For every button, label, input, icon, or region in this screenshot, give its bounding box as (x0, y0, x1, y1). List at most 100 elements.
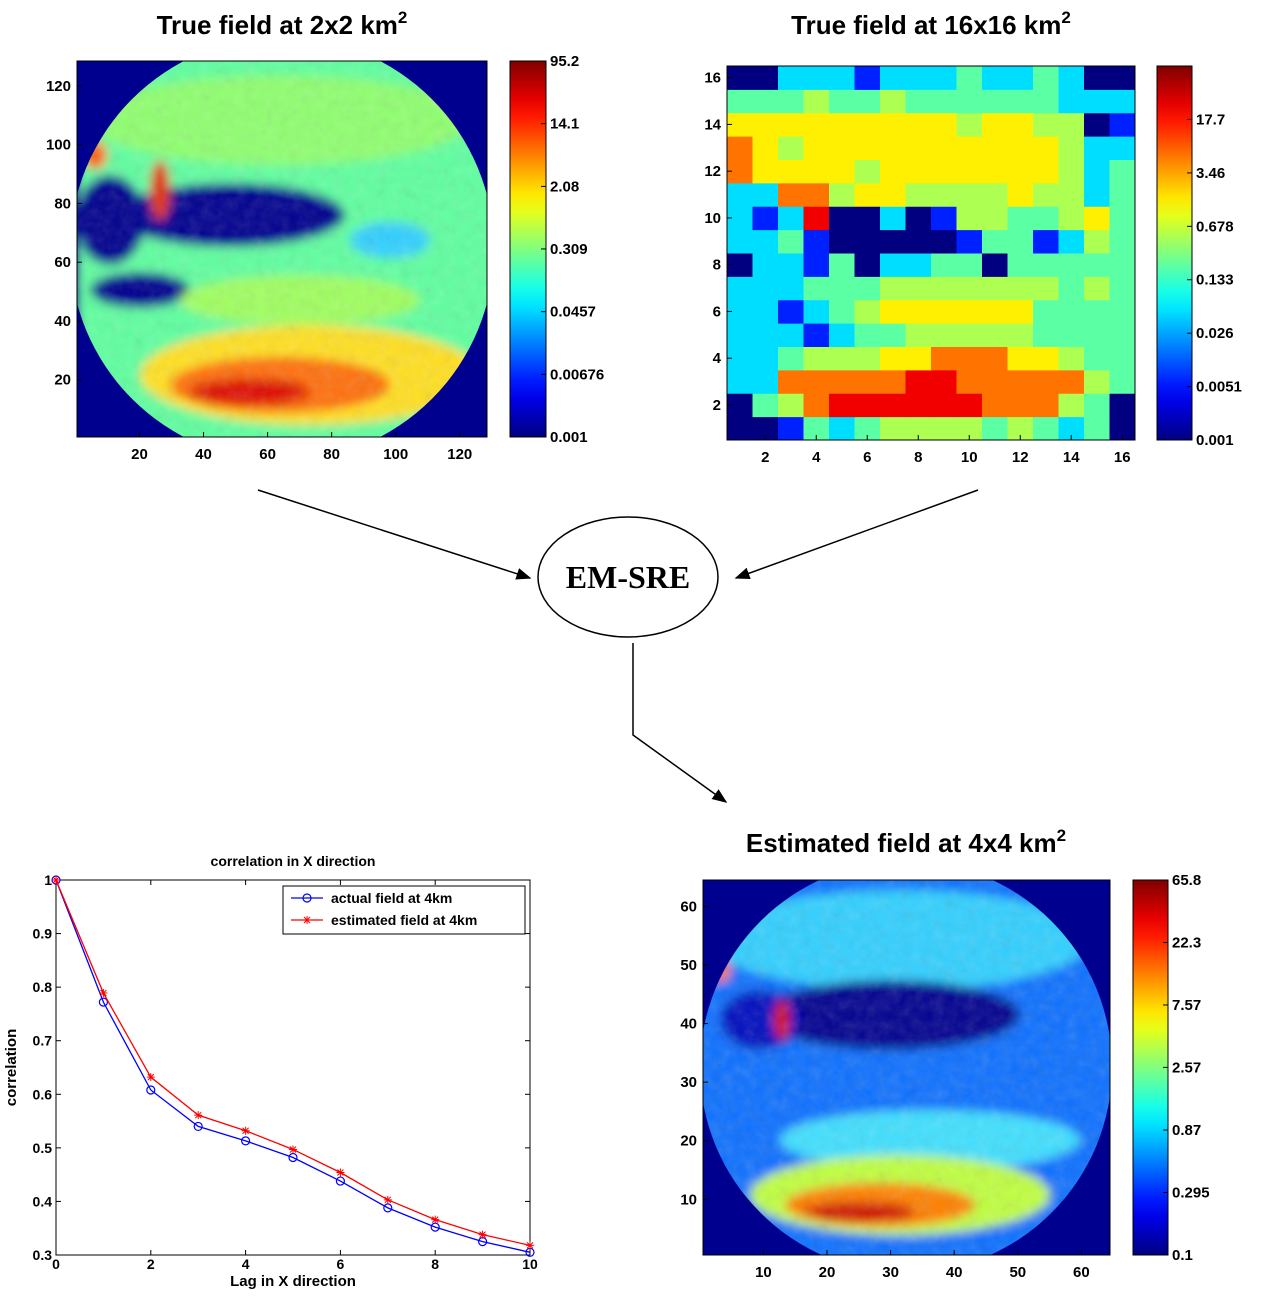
heatmap-cell (752, 159, 779, 184)
heatmap-cell (880, 182, 906, 207)
heatmap-cell (982, 66, 1008, 90)
x-tick-label: 4 (812, 449, 821, 466)
heatmap-cell (1033, 323, 1059, 347)
heatmap-cell (854, 89, 881, 114)
x-tick-label: 6 (863, 449, 871, 466)
y-tick-label: 40 (54, 313, 71, 330)
title-text: True field at 2x2 km (157, 10, 398, 40)
x-tick-label: 14 (1063, 449, 1080, 466)
heatmap-cell (829, 159, 855, 184)
colorbar-tick-label: 0.133 (1196, 272, 1234, 289)
y-tick-label: 120 (46, 78, 71, 95)
heatmap-cell (1109, 393, 1136, 418)
y-tick-label: 12 (704, 163, 721, 180)
heatmap-cell (1084, 136, 1110, 160)
x-tick-label: 10 (522, 1256, 538, 1272)
heatmap-cell (727, 66, 753, 90)
colorbar-tick-label: 0.678 (1196, 218, 1234, 235)
heatmap-cell (803, 323, 830, 347)
y-axis-label: correlation (3, 1029, 20, 1107)
x-tick-label: 60 (259, 446, 276, 463)
y-tick-label: 60 (54, 254, 71, 271)
heatmap-cell (982, 393, 1008, 418)
heatmap-cell (1007, 393, 1034, 418)
heatmap-cell (778, 299, 804, 324)
heatmap-cell (752, 182, 779, 207)
y-tick-label: 0.8 (33, 979, 53, 995)
plot-frame (702, 879, 1111, 1256)
heatmap-cell (1058, 393, 1085, 418)
heatmap-cell (982, 416, 1008, 441)
heatmap-cell (778, 66, 804, 90)
heatmap-cell (752, 112, 779, 137)
heatmap-cell (727, 346, 753, 371)
y-tick-label: 30 (680, 1074, 697, 1091)
plot-frame (55, 879, 531, 1256)
heatmap-cell (1109, 89, 1136, 114)
heatmap-cell (1109, 159, 1136, 184)
y-tick-label: 2 (713, 397, 721, 414)
heatmap-cell (1084, 159, 1110, 184)
heatmap-cell (727, 136, 753, 160)
heatmap-cell (956, 229, 983, 254)
heatmap-cell (752, 323, 779, 347)
heatmap-cell (1109, 253, 1136, 277)
y-tick-label: 8 (713, 257, 721, 274)
heatmap-cell (1109, 182, 1136, 207)
x-tick-label: 20 (819, 1264, 836, 1281)
star-marker (146, 1073, 155, 1082)
heatmap-cell (956, 276, 983, 301)
circle-marker (98, 997, 109, 1007)
colorbar-tick-label: 65.8 (1172, 872, 1201, 889)
heatmap-cell (803, 416, 830, 441)
heatmap-cell (778, 89, 804, 114)
heatmap-cell (803, 253, 830, 277)
heatmap-cell (931, 253, 957, 277)
circle-marker (146, 1085, 156, 1095)
colorbar-tick-label: 0.00676 (550, 366, 604, 383)
heatmap-cell (1058, 346, 1085, 371)
heatmap-cell (905, 416, 932, 441)
heatmap-cell (982, 346, 1008, 371)
y-tick-label: 6 (713, 303, 721, 320)
y-tick-label: 10 (680, 1191, 697, 1208)
heatmap-cell (803, 112, 830, 137)
colorbar-tick-label: 14.1 (550, 116, 579, 133)
heatmap-cell (880, 416, 906, 441)
star-marker (52, 876, 60, 884)
heatmap-cell (1033, 346, 1059, 371)
x-tick-label: 0 (52, 1256, 60, 1272)
heatmap-cell (931, 299, 957, 324)
heatmap-cell (880, 206, 906, 231)
heatmap-cell (1007, 299, 1034, 324)
heatmap-cell (982, 229, 1008, 254)
heatmap-cell (752, 346, 779, 371)
y-tick-label: 0.3 (33, 1247, 53, 1263)
arrow (632, 643, 728, 803)
heatmap-cell (829, 369, 855, 394)
heatmap-cell (803, 206, 830, 231)
heatmap-cell (829, 276, 855, 301)
heatmap-cell (982, 159, 1008, 184)
heatmap-cell (1058, 206, 1085, 231)
heatmap-cell (956, 89, 983, 114)
heatmap-cell (1058, 159, 1085, 184)
heatmap-cell (829, 182, 855, 207)
y-tick-label: 1 (44, 872, 52, 888)
colorbar-tick-label: 2.57 (1172, 1059, 1201, 1076)
heatmap-cell (931, 369, 957, 394)
star-marker (336, 1168, 345, 1177)
heatmap-cell (1007, 253, 1034, 277)
heatmap-cell (778, 416, 804, 441)
series-line (55, 879, 531, 1253)
heatmap-cell (1007, 346, 1034, 371)
heatmap-cell (1058, 276, 1085, 301)
heatmap-cell (1033, 299, 1059, 324)
heatmap-cell (931, 416, 957, 441)
legend-label: estimated field at 4km (331, 912, 477, 928)
star-marker (241, 1126, 250, 1135)
heatmap-cell (982, 112, 1008, 137)
title-text: Estimated field at 4x4 km (746, 828, 1057, 858)
x-tick-label: 80 (323, 446, 340, 463)
heatmap-cell (931, 229, 957, 254)
